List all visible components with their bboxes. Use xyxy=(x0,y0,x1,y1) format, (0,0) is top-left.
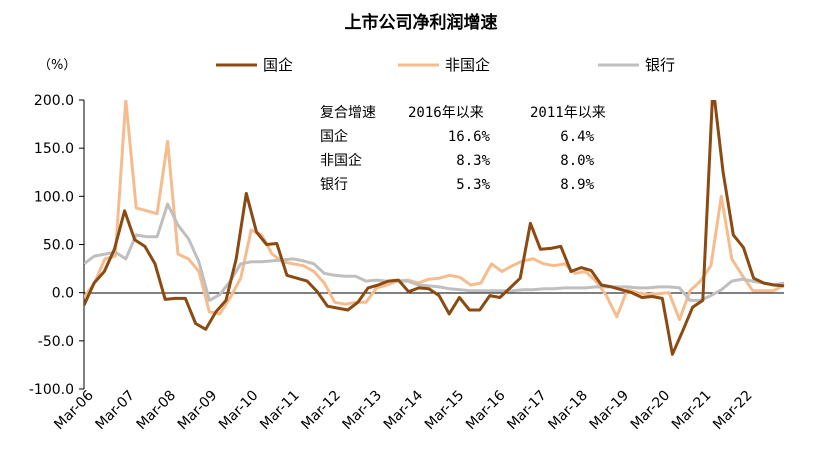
legend-label-private: 非国企 xyxy=(445,56,490,74)
y-tick-label: 0.0 xyxy=(52,286,74,302)
summary-table: 复合增速 2016年以来 2011年以来 国企 16.6% 6.4% 非国企 8… xyxy=(320,104,606,193)
x-tick-label: Mar-14 xyxy=(381,387,427,433)
table-cell: 8.3% xyxy=(456,153,490,169)
series-line-1 xyxy=(84,100,785,322)
x-tick-label: Mar-10 xyxy=(216,388,262,434)
table-header-since-2016: 2016年以来 xyxy=(408,105,484,121)
y-tick-label: 100.0 xyxy=(34,189,74,205)
y-tick-label: -50.0 xyxy=(38,334,74,350)
y-ticks: 200.0 150.0 100.0 50.0 0.0 -50.0 -100.0 xyxy=(29,93,84,398)
table-row-label: 银行 xyxy=(320,177,348,193)
x-tick-label: Mar-16 xyxy=(463,387,509,433)
table-cell: 8.9% xyxy=(560,177,594,193)
x-tick-label: Mar-07 xyxy=(92,388,138,434)
x-tick-label: Mar-18 xyxy=(545,388,591,434)
x-tick-label: Mar-09 xyxy=(175,388,221,434)
table-cell: 5.3% xyxy=(456,177,490,193)
table-row-label: 国企 xyxy=(320,128,348,145)
y-axis: 200.0 150.0 100.0 50.0 0.0 -50.0 -100.0 xyxy=(29,93,85,398)
table-header-since-2011: 2011年以来 xyxy=(530,105,606,121)
x-tick-label: Mar-12 xyxy=(298,388,344,434)
x-tick-label: Mar-20 xyxy=(628,388,674,434)
series-line-0 xyxy=(84,100,785,356)
table-cell: 8.0% xyxy=(560,153,594,169)
x-tick-label: Mar-21 xyxy=(669,388,715,434)
y-tick-label: -100.0 xyxy=(29,382,74,398)
x-tick-label: Mar-19 xyxy=(587,388,633,434)
series-layer xyxy=(84,100,785,356)
x-tick-label: Mar-08 xyxy=(134,388,180,434)
series-line-2 xyxy=(84,202,785,302)
table-cell: 16.6% xyxy=(448,129,491,145)
table-row-label: 非国企 xyxy=(320,152,362,169)
x-tick-label: Mar-22 xyxy=(710,388,756,434)
x-tick-label: Mar-13 xyxy=(340,388,386,434)
x-tick-label: Mar-11 xyxy=(257,388,303,434)
y-tick-label: 200.0 xyxy=(34,93,74,109)
y-tick-label: 150.0 xyxy=(34,141,74,157)
chart-title: 上市公司净利润增速 xyxy=(345,12,498,33)
table-cell: 6.4% xyxy=(560,129,594,145)
x-tick-label: Mar-15 xyxy=(422,388,468,434)
legend: 国企 非国企 银行 xyxy=(216,56,675,74)
y-unit-label: （%） xyxy=(38,58,76,73)
x-ticks: Mar-06Mar-07Mar-08Mar-09Mar-10Mar-11Mar-… xyxy=(51,387,755,433)
table-header-metric: 复合增速 xyxy=(320,104,376,121)
y-tick-label: 50.0 xyxy=(43,238,74,254)
x-axis: Mar-06Mar-07Mar-08Mar-09Mar-10Mar-11Mar-… xyxy=(51,292,784,433)
x-tick-label: Mar-17 xyxy=(504,388,550,434)
legend-label-soe: 国企 xyxy=(263,56,293,74)
legend-label-bank: 银行 xyxy=(645,56,675,74)
